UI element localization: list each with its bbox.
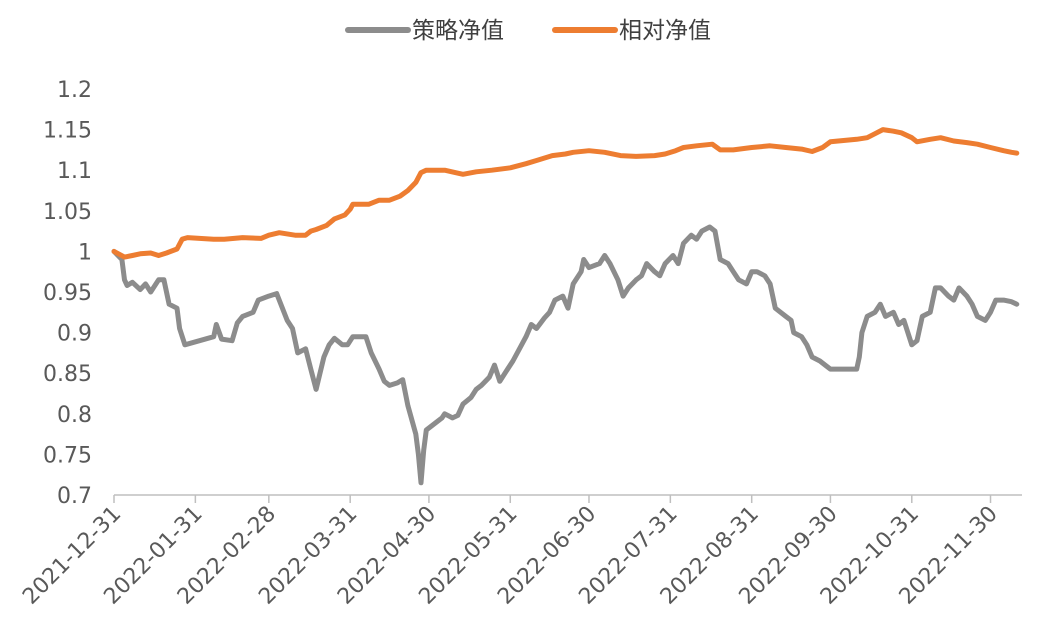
y-tick-label: 1: [78, 240, 92, 265]
y-tick-label: 1.1: [57, 159, 92, 184]
y-tick-label: 0.75: [43, 443, 92, 468]
y-axis: 1.2 1.15 1.1 1.05 1 0.95 0.9 0.85 0.8 0.75 0.7: [43, 78, 92, 509]
y-tick-label: 1.15: [43, 119, 92, 144]
legend-label-strategy: 策略净值: [412, 18, 504, 44]
y-tick-label: 0.95: [43, 281, 92, 306]
y-tick-label: 0.7: [57, 484, 92, 509]
legend-label-relative: 相对净值: [619, 18, 711, 44]
x-axis: 2021-12-312022-01-312022-02-282022-03-31…: [18, 494, 1022, 610]
y-tick-label: 1.2: [57, 78, 92, 103]
series-layer: [111, 127, 1020, 486]
series-line-strategy-nav: [111, 224, 1020, 486]
y-tick-label: 0.85: [43, 362, 92, 387]
series-line-relative-nav: [111, 127, 1020, 260]
y-tick-label: 1.05: [43, 200, 92, 225]
y-tick-label: 0.8: [57, 403, 92, 428]
y-tick-label: 0.9: [57, 322, 92, 347]
chart-legend: 策略净值 相对净值: [345, 18, 711, 44]
